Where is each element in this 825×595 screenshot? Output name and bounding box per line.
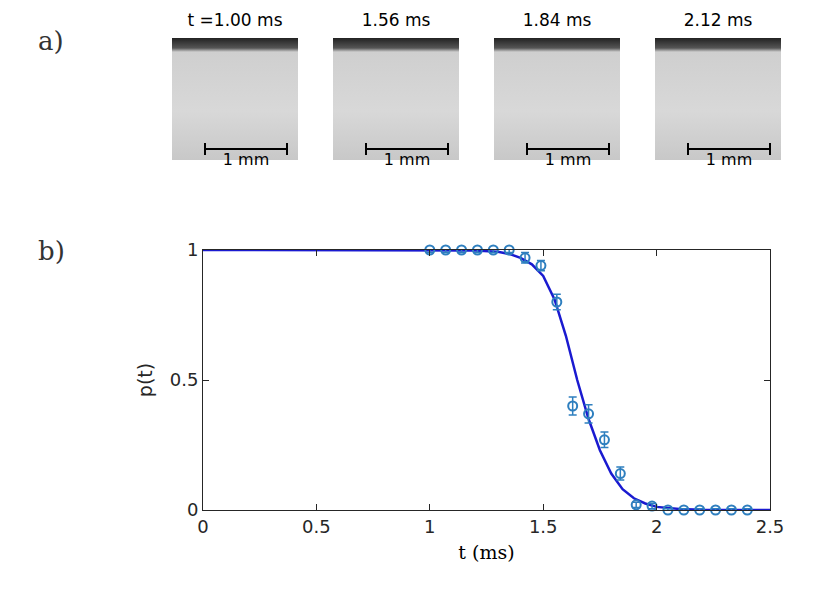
html-text:1 mm: 1 mm <box>544 150 592 169</box>
html-text:1 mm: 1 mm <box>383 150 431 169</box>
svg-text:0: 0 <box>197 516 208 537</box>
html-text:2.12 ms: 2.12 ms <box>683 10 753 30</box>
html-text:a): a) <box>38 26 64 56</box>
html-text:1 mm: 1 mm <box>705 150 753 169</box>
svg-text:t (ms): t (ms) <box>458 541 514 563</box>
svg-text:2: 2 <box>651 516 662 537</box>
svg-text:0.5: 0.5 <box>170 369 199 390</box>
svg-text:1: 1 <box>187 239 198 260</box>
svg-text:0: 0 <box>187 499 198 520</box>
html-text:b): b) <box>38 236 65 266</box>
svg-text:p(t): p(t) <box>134 363 156 397</box>
svg-text:1.5: 1.5 <box>529 516 558 537</box>
html-text:t =1.00 ms: t =1.00 ms <box>187 10 283 30</box>
html-text:1 mm: 1 mm <box>222 150 270 169</box>
svg-text:0.5: 0.5 <box>302 516 331 537</box>
svg-text:1: 1 <box>424 516 435 537</box>
svg-text:2.5: 2.5 <box>756 516 785 537</box>
html-text:1.56 ms: 1.56 ms <box>361 10 431 30</box>
html-text:1.84 ms: 1.84 ms <box>522 10 592 30</box>
